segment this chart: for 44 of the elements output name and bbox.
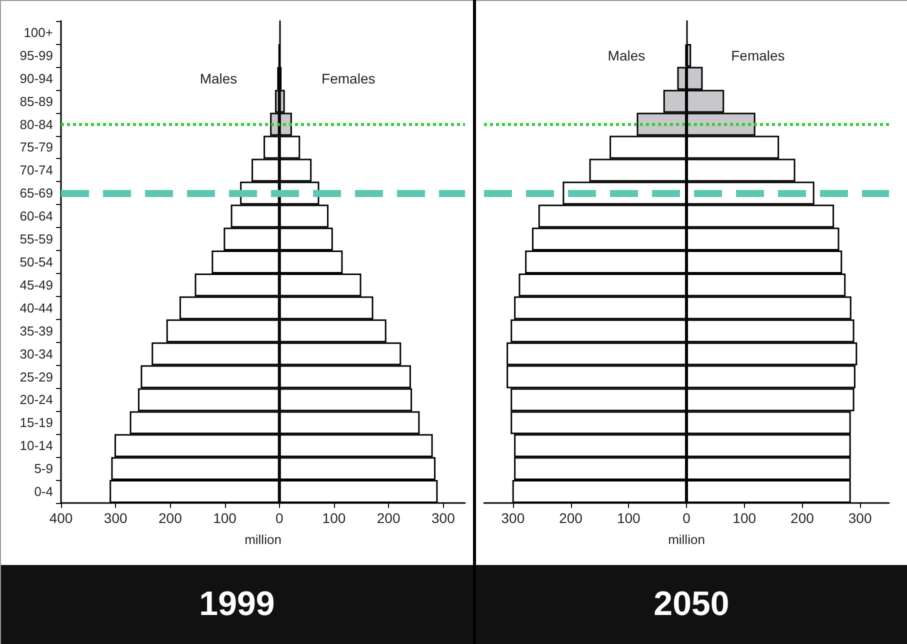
x-tick-label: 100 <box>616 510 641 526</box>
y-tick-label: 50-54 <box>20 254 53 270</box>
x-tick-label: 300 <box>848 510 872 526</box>
y-tick-label: 75-79 <box>20 140 53 155</box>
x-tick-label: 0 <box>275 510 284 526</box>
text: 1999 <box>1 565 473 644</box>
x-tick-label: 300 <box>501 510 525 526</box>
text: Males <box>200 70 238 86</box>
y-tick-label: 65-69 <box>20 186 53 201</box>
x-tick-label: 100 <box>213 510 237 526</box>
y-tick-label: 80-84 <box>20 116 53 132</box>
x-tick-label: 400 <box>49 510 73 526</box>
y-tick-label: 15-19 <box>20 415 53 430</box>
x-tick-label: 0 <box>682 510 691 526</box>
x-axis-title: million <box>668 532 705 547</box>
y-tick-label: 100+ <box>24 24 53 40</box>
x-tick-label: 200 <box>158 510 182 526</box>
y-tick-label: 40-44 <box>20 300 53 316</box>
y-tick-label: 70-74 <box>20 162 53 178</box>
y-tick-label: 35-39 <box>20 323 53 338</box>
text: Males <box>608 47 646 64</box>
y-tick-label: 20-24 <box>20 392 53 408</box>
y-tick-label: 95-99 <box>20 48 53 63</box>
x-tick-label: 200 <box>790 510 814 526</box>
y-tick-label: 55-59 <box>20 232 53 247</box>
x-tick-label: 200 <box>559 510 583 526</box>
y-tick-label: 45-49 <box>20 277 53 292</box>
y-tick-label: 85-89 <box>20 94 53 109</box>
y-tick-label: 0-4 <box>34 484 53 500</box>
y-tick-label: 5-9 <box>34 461 53 476</box>
y-tick-label: 60-64 <box>20 208 53 224</box>
x-tick-label: 100 <box>322 510 346 526</box>
x-axis-title: million <box>244 532 282 547</box>
y-tick-label: 10-14 <box>20 438 53 454</box>
y-tick-label: 90-94 <box>20 70 53 86</box>
text: 2050 <box>476 565 907 644</box>
text: Females <box>322 70 376 86</box>
text: Females <box>731 47 785 64</box>
x-tick-label: 300 <box>104 510 128 526</box>
y-tick-label: 30-34 <box>20 346 53 362</box>
x-tick-label: 300 <box>431 510 456 526</box>
x-tick-label: 200 <box>376 510 400 526</box>
x-tick-label: 100 <box>732 510 756 526</box>
y-tick-label: 25-29 <box>20 369 53 384</box>
